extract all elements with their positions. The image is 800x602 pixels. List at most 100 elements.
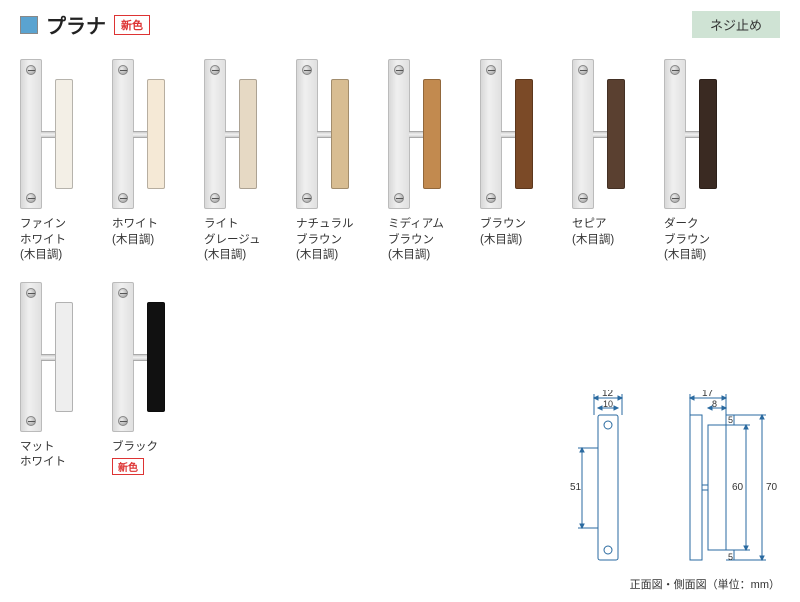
side-view-diagram: 17 8 70 60 5 5 bbox=[670, 390, 780, 570]
mounting-plate bbox=[480, 59, 502, 209]
front-view-diagram: 12 10 51 bbox=[570, 390, 640, 570]
handle-stem bbox=[501, 131, 515, 138]
screw-icon bbox=[394, 193, 404, 203]
dim-12: 12 bbox=[602, 390, 614, 399]
title-group: プラナ 新色 bbox=[20, 10, 150, 39]
handle-stem bbox=[41, 354, 55, 361]
handle-stem bbox=[41, 131, 55, 138]
dim-8: 8 bbox=[712, 399, 717, 409]
diagram-area: 12 10 51 bbox=[520, 390, 780, 592]
product-title: プラナ bbox=[46, 10, 106, 39]
handle-image bbox=[572, 59, 632, 209]
new-color-badge: 新色 bbox=[114, 15, 150, 35]
dim-17: 17 bbox=[702, 390, 714, 399]
swatch-label: ダーク ブラウン (木目調) bbox=[664, 217, 710, 264]
new-color-badge: 新色 bbox=[112, 458, 144, 475]
handle-stem bbox=[317, 131, 331, 138]
color-swatch: ブラウン (木目調) bbox=[480, 59, 558, 264]
handle-image bbox=[664, 59, 724, 209]
swatch-label: ホワイト (木目調) bbox=[112, 217, 158, 248]
mounting-plate bbox=[572, 59, 594, 209]
swatch-label: ミディアム ブラウン (木目調) bbox=[388, 217, 444, 264]
handle-image bbox=[112, 282, 172, 432]
handle-stem bbox=[225, 131, 239, 138]
color-swatch: ミディアム ブラウン (木目調) bbox=[388, 59, 466, 264]
screw-icon bbox=[210, 193, 220, 203]
handle-grip bbox=[55, 79, 73, 189]
swatch-label: ナチュラル ブラウン (木目調) bbox=[296, 217, 354, 264]
color-swatch: セピア (木目調) bbox=[572, 59, 650, 264]
handle-grip bbox=[607, 79, 625, 189]
diagram-caption: 正面図・側面図（単位：mm） bbox=[520, 576, 780, 592]
screw-icon bbox=[26, 65, 36, 75]
screw-icon bbox=[578, 193, 588, 203]
handle-image bbox=[480, 59, 540, 209]
mounting-plate bbox=[664, 59, 686, 209]
handle-stem bbox=[133, 131, 147, 138]
screw-icon bbox=[118, 416, 128, 426]
dim-5-top: 5 bbox=[728, 415, 733, 425]
square-icon bbox=[20, 16, 38, 34]
swatch-label: セピア (木目調) bbox=[572, 217, 614, 248]
handle-grip bbox=[147, 79, 165, 189]
screw-icon bbox=[302, 193, 312, 203]
mounting-plate bbox=[20, 282, 42, 432]
screw-icon bbox=[26, 193, 36, 203]
handle-image bbox=[112, 59, 172, 209]
screw-icon bbox=[210, 65, 220, 75]
handle-grip bbox=[147, 302, 165, 412]
handle-stem bbox=[685, 131, 699, 138]
screw-icon bbox=[486, 193, 496, 203]
handle-image bbox=[20, 282, 80, 432]
swatch-label: ブラック bbox=[112, 440, 158, 456]
screw-icon bbox=[302, 65, 312, 75]
swatch-label: マット ホワイト bbox=[20, 440, 66, 471]
handle-grip bbox=[331, 79, 349, 189]
handle-grip bbox=[515, 79, 533, 189]
mounting-plate bbox=[112, 282, 134, 432]
handle-grip bbox=[699, 79, 717, 189]
screw-icon bbox=[670, 65, 680, 75]
dim-10: 10 bbox=[603, 399, 613, 409]
handle-grip bbox=[423, 79, 441, 189]
screw-icon bbox=[118, 288, 128, 298]
swatch-label: ブラウン (木目調) bbox=[480, 217, 526, 248]
screw-icon bbox=[578, 65, 588, 75]
handle-stem bbox=[133, 354, 147, 361]
mounting-plate bbox=[20, 59, 42, 209]
color-swatch: ダーク ブラウン (木目調) bbox=[664, 59, 742, 264]
screw-icon bbox=[118, 65, 128, 75]
color-swatch: マット ホワイト bbox=[20, 282, 98, 476]
color-swatch: ブラック新色 bbox=[112, 282, 190, 476]
mounting-plate bbox=[204, 59, 226, 209]
handle-image bbox=[296, 59, 356, 209]
dim-60: 60 bbox=[732, 482, 744, 493]
screw-icon bbox=[118, 193, 128, 203]
screw-icon bbox=[670, 193, 680, 203]
handle-image bbox=[204, 59, 264, 209]
handle-stem bbox=[409, 131, 423, 138]
color-swatch: ナチュラル ブラウン (木目調) bbox=[296, 59, 374, 264]
handle-grip bbox=[55, 302, 73, 412]
mounting-plate bbox=[296, 59, 318, 209]
handle-stem bbox=[593, 131, 607, 138]
swatch-label: ライト グレージュ (木目調) bbox=[204, 217, 260, 264]
handle-grip bbox=[239, 79, 257, 189]
screw-icon bbox=[394, 65, 404, 75]
mount-type-tag: ネジ止め bbox=[692, 11, 780, 38]
swatch-label: ファイン ホワイト (木目調) bbox=[20, 217, 66, 264]
dim-5-bot: 5 bbox=[728, 552, 733, 562]
diagrams: 12 10 51 bbox=[520, 390, 780, 570]
header: プラナ 新色 ネジ止め bbox=[20, 10, 780, 39]
screw-icon bbox=[26, 416, 36, 426]
screw-icon bbox=[26, 288, 36, 298]
dim-70: 70 bbox=[766, 482, 778, 493]
mounting-plate bbox=[112, 59, 134, 209]
mounting-plate bbox=[388, 59, 410, 209]
screw-icon bbox=[486, 65, 496, 75]
dim-51: 51 bbox=[570, 482, 582, 493]
color-swatch: ライト グレージュ (木目調) bbox=[204, 59, 282, 264]
handle-image bbox=[20, 59, 80, 209]
color-swatch: ホワイト (木目調) bbox=[112, 59, 190, 264]
color-swatch: ファイン ホワイト (木目調) bbox=[20, 59, 98, 264]
